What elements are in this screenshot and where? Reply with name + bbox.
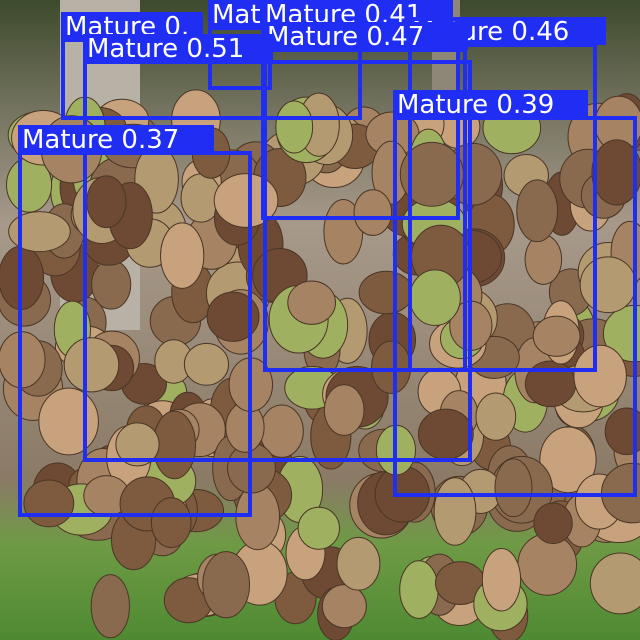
coconut bbox=[579, 256, 637, 314]
label-background bbox=[83, 34, 273, 62]
coconut bbox=[475, 392, 517, 441]
detection-label: Mature 0.47 bbox=[267, 22, 424, 52]
coconut bbox=[336, 536, 381, 591]
coconut bbox=[152, 410, 197, 480]
coconut bbox=[589, 552, 640, 615]
coconut bbox=[516, 179, 559, 243]
coconut bbox=[90, 574, 130, 639]
coconut bbox=[358, 270, 414, 315]
coconut bbox=[38, 387, 99, 456]
coconut bbox=[532, 315, 581, 357]
coconut bbox=[206, 291, 260, 342]
coconut bbox=[481, 547, 522, 612]
coconut bbox=[591, 139, 640, 206]
coconut bbox=[417, 408, 474, 460]
detection-label: Mature 0.39 bbox=[397, 90, 554, 120]
coconut-pile bbox=[0, 89, 640, 640]
coconut bbox=[63, 337, 120, 393]
coconut bbox=[160, 222, 205, 289]
label-background bbox=[263, 22, 468, 50]
coconut bbox=[409, 269, 461, 326]
coconut bbox=[202, 551, 251, 619]
coconut bbox=[370, 340, 412, 394]
coconut bbox=[86, 175, 127, 229]
coconut bbox=[91, 259, 132, 310]
bounding-box bbox=[83, 60, 472, 462]
coconut bbox=[573, 344, 627, 408]
coconut bbox=[433, 477, 477, 546]
coconut bbox=[524, 360, 577, 408]
coconut bbox=[533, 502, 573, 545]
coconut bbox=[494, 458, 533, 518]
coconut bbox=[0, 331, 46, 389]
detection-label: Mature 0.51 bbox=[87, 34, 244, 64]
coconut bbox=[150, 497, 192, 549]
coconut bbox=[287, 280, 336, 325]
coconut bbox=[297, 506, 341, 550]
coconut bbox=[115, 422, 160, 467]
label-background bbox=[393, 90, 588, 118]
coconut bbox=[539, 426, 597, 494]
coconut bbox=[604, 407, 640, 456]
label-background bbox=[18, 125, 214, 153]
coconut bbox=[353, 189, 393, 236]
coconut bbox=[399, 560, 439, 619]
coconut bbox=[235, 483, 280, 551]
label-background bbox=[208, 0, 263, 28]
coconut bbox=[524, 234, 563, 285]
coconut bbox=[183, 342, 230, 386]
coconut bbox=[8, 211, 71, 253]
detection-label: Mature 0.37 bbox=[22, 125, 179, 155]
detection-label: Mat bbox=[212, 0, 261, 30]
coconut bbox=[23, 479, 75, 528]
coconut bbox=[275, 100, 314, 154]
coconut bbox=[323, 384, 365, 436]
coconut bbox=[321, 584, 367, 629]
